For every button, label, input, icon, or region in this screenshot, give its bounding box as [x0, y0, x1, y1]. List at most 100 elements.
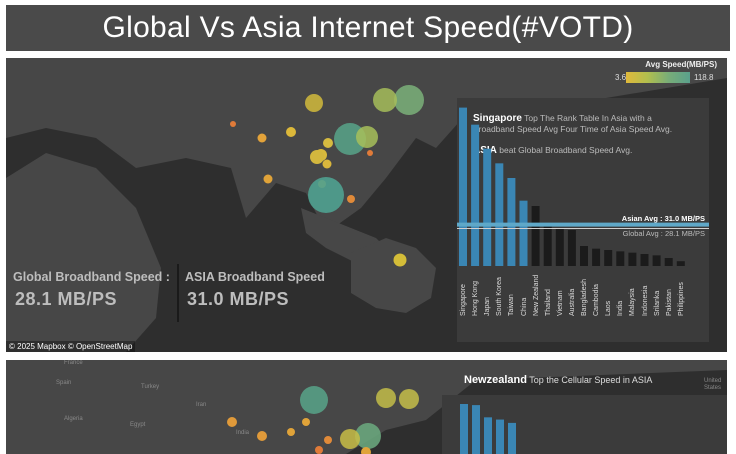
- bubble2-taiwan: [355, 423, 381, 449]
- bar-hong-kong[interactable]: [471, 124, 480, 267]
- bubble-korea: [373, 88, 397, 112]
- cellular-ranking-chart[interactable]: [442, 395, 727, 454]
- global-avg-label: Global Avg : 28.1 MB/PS: [622, 229, 705, 238]
- bar-cambodia[interactable]: [592, 248, 601, 266]
- speed-ranking-chart[interactable]: Singapore Top The Rank Table In Asia wit…: [457, 98, 709, 342]
- map-label-iran: Iran: [196, 402, 207, 408]
- bar-malaysia[interactable]: [628, 252, 637, 266]
- bubble-mongolia-west: [305, 94, 323, 112]
- legend-title: Avg Speed(MB/PS): [645, 60, 717, 69]
- map-label-india: India: [236, 430, 250, 436]
- asia-note-text: beat Global Broadband Speed Avg.: [496, 145, 633, 155]
- category-label: Singapore: [460, 284, 467, 316]
- cellular-bar[interactable]: [508, 422, 516, 454]
- bar-thailand[interactable]: [543, 224, 552, 266]
- bubble-indonesia: [347, 195, 355, 203]
- bar-new-zealand[interactable]: [531, 206, 540, 266]
- category-label: New Zealand: [532, 274, 540, 316]
- bubble-srilanka: [263, 174, 273, 184]
- bar-china[interactable]: [519, 200, 528, 266]
- bubble2-thailand: [302, 418, 310, 426]
- category-label: South Korea: [496, 277, 504, 316]
- bubble2-laos: [315, 446, 323, 454]
- cellular-note-text: Top the Cellular Speed in ASIA: [526, 375, 653, 385]
- bubble-australia: [393, 253, 407, 267]
- map-panel-cellular[interactable]: France Spain Turkey Iran Algeria Egypt I…: [6, 360, 727, 454]
- bubble2-myanmar: [324, 436, 332, 444]
- cellular-bar[interactable]: [472, 405, 480, 454]
- bubble2-japan: [399, 389, 419, 409]
- bubble2-india-2: [257, 431, 267, 441]
- bubble-bangladesh: [286, 127, 296, 137]
- category-label: Malaysia: [629, 288, 637, 316]
- dashboard-title: Global Vs Asia Internet Speed(#VOTD): [6, 5, 730, 51]
- cellular-bar[interactable]: [460, 404, 468, 454]
- bubble2-hongkong: [300, 386, 328, 414]
- cellular-bar[interactable]: [484, 417, 492, 454]
- bubble-pakistan: [230, 121, 236, 127]
- land-africa: [6, 153, 161, 352]
- category-label: Taiwan: [508, 294, 516, 316]
- map-label-egypt: Egypt: [130, 422, 146, 428]
- bubble-cambodia: [322, 159, 332, 169]
- category-label: Pakistan: [665, 289, 673, 316]
- stats-divider: [177, 264, 179, 322]
- category-label: Australia: [568, 288, 576, 316]
- bubble-vietnam: [323, 138, 333, 148]
- bar-vietnam[interactable]: [555, 228, 564, 266]
- bubble-japan: [394, 85, 424, 115]
- cellular-bar-chart-svg[interactable]: [442, 395, 727, 454]
- land-australia: [351, 238, 436, 313]
- category-label: Japan: [484, 296, 492, 316]
- bubble2-korea: [376, 388, 396, 408]
- singapore-note-bold: Singapore: [473, 113, 522, 124]
- map-label-algeria: Algeria: [64, 416, 83, 422]
- bar-chart-svg[interactable]: [457, 98, 709, 342]
- map-panel-broadband[interactable]: Avg Speed(MB/PS) 3.6 118.8 Global Broadb…: [6, 58, 727, 352]
- bubble2-india-1: [227, 417, 237, 427]
- bar-indonesia[interactable]: [640, 254, 649, 266]
- bubble-singapore: [308, 177, 344, 213]
- world-map[interactable]: [6, 58, 727, 352]
- category-label: Philippines: [677, 282, 685, 316]
- cellular-bar[interactable]: [496, 419, 504, 454]
- legend-color-ramp: [626, 72, 690, 83]
- bar-australia[interactable]: [567, 230, 576, 266]
- map-label-turkey: Turkey: [141, 384, 160, 390]
- bubble-thailand: [310, 150, 324, 164]
- bar-south-korea[interactable]: [495, 163, 504, 266]
- bubble2-bangladesh: [287, 428, 295, 436]
- bar-srilanka[interactable]: [652, 255, 661, 266]
- map-attribution[interactable]: © 2025 Mapbox © OpenStreetMap: [6, 341, 136, 352]
- category-label: Thailand: [544, 289, 552, 316]
- bar-india[interactable]: [616, 251, 625, 266]
- bar-singapore[interactable]: [459, 107, 467, 266]
- category-label: India: [617, 300, 625, 316]
- asian-avg-label: Asian Avg : 31.0 MB/PS: [621, 214, 705, 223]
- asia-speed-label: ASIA Broadband Speed: [185, 270, 325, 284]
- world-map-2[interactable]: [6, 360, 727, 454]
- category-label: Hong Kong: [472, 280, 480, 316]
- bar-philippines[interactable]: [676, 261, 685, 266]
- bar-taiwan[interactable]: [507, 178, 516, 266]
- legend-min: 3.6: [615, 73, 627, 82]
- category-label: Srilanka: [653, 290, 661, 316]
- category-label: Laos: [605, 300, 613, 316]
- land-eurasia-2: [6, 360, 727, 454]
- category-label: Vietnam: [556, 290, 564, 316]
- map-label-united-states: United States: [704, 378, 722, 391]
- legend-max: 118.8: [694, 73, 714, 82]
- bar-pakistan[interactable]: [664, 258, 673, 266]
- bubble2-cambodia: [361, 447, 371, 454]
- global-speed-label: Global Broadband Speed :: [13, 270, 170, 284]
- bar-japan[interactable]: [483, 148, 492, 266]
- bar-bangladesh[interactable]: [580, 246, 588, 266]
- category-label: China: [520, 297, 528, 316]
- singapore-note-text-2: Broadband Speed Avg Four Time of Asia Sp…: [473, 124, 673, 134]
- map-label-france: France: [64, 360, 83, 366]
- bubble-philippines: [367, 150, 373, 156]
- bar-laos[interactable]: [604, 250, 613, 266]
- bubble-taiwan: [356, 126, 378, 148]
- singapore-note: Singapore Top The Rank Table In Asia wit…: [473, 113, 707, 134]
- cellular-note: Newzealand Top the Cellular Speed in ASI…: [464, 374, 652, 386]
